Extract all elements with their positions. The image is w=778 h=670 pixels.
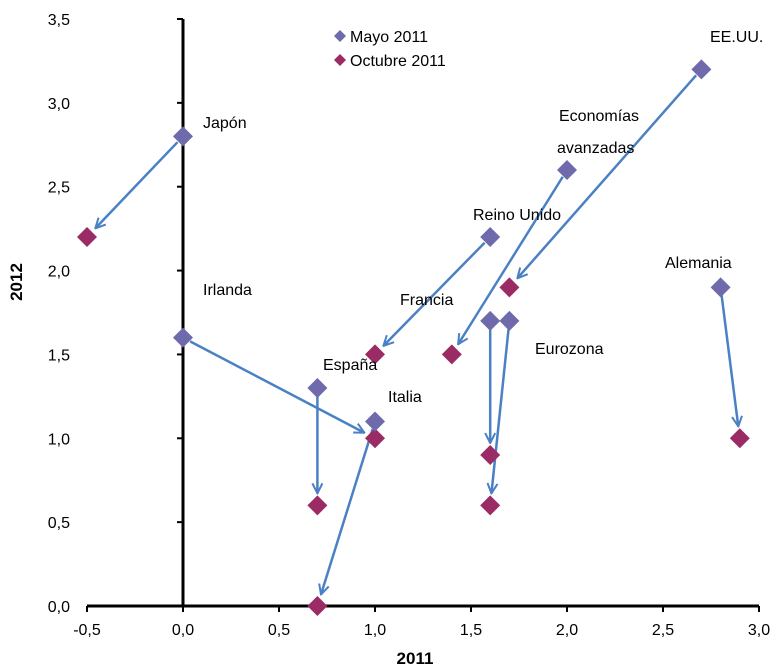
x-tick-label: 1,5 [460,622,482,639]
change-arrow [95,141,179,228]
data-point-october-2011 [307,495,328,516]
data-point-may-2011 [480,310,501,331]
data-point-may-2011 [557,159,577,180]
change-arrow [720,295,739,426]
data-point-may-2011 [307,377,328,398]
axes: -0,5 0,0 0,5 1,0 1,5 2,0 2,5 3,00,00,51,01,52,0… [48,12,770,639]
point-label: Reino Unido [473,207,561,224]
data-point-may-2011 [691,59,712,80]
y-tick-label: 2,5 [48,180,70,197]
point-label: Economías [559,108,639,125]
change-arrow [383,241,486,346]
point-label: España [323,357,377,374]
data-point-october-2011 [480,445,501,466]
point-label: Italia [388,389,422,406]
x-axis-title: 2011 [397,649,434,668]
point-label: Japón [203,115,247,132]
point-labels: Japón Irlanda España Italia Francia Eurozona R… [203,29,763,406]
legend-label: Mayo 2011 [350,29,428,46]
y-tick-label: 0,0 [48,599,70,616]
x-tick-label: 0,5 [268,622,290,639]
change-arrow [321,428,374,594]
x-tick-label: 1,0 [364,622,386,639]
data-point-october-2011 [441,344,462,365]
x-tick-label: 0,0 [172,622,194,639]
y-tick-label: 1,0 [48,431,70,448]
x-tick-label: 2,5 [652,622,674,639]
x-tick-label: -0,5 [73,622,101,639]
y-tick-label: 3,5 [48,12,70,29]
change-arrow [491,328,510,494]
point-label: Alemania [665,255,732,272]
x-tick-label: 3,0 [748,622,770,639]
point-label: avanzadas [557,140,634,157]
data-point-october-2011 [365,344,385,365]
data-point-october-2011 [499,277,520,298]
data-point-october-2011 [77,227,97,248]
data-point-may-2011 [480,227,501,248]
data-point-october-2011 [729,428,750,449]
change-arrow [458,176,564,345]
data-point-may-2011 [173,126,193,147]
data-point-october-2011 [480,495,501,516]
point-label: EE.UU. [710,29,763,46]
change-arrow [517,74,698,278]
point-label: Francia [400,292,453,309]
data-point-may-2011 [173,327,193,348]
y-tick-label: 0,5 [48,515,70,532]
y-tick-label: 3,0 [48,96,70,113]
y-tick-label: 1,5 [48,347,70,364]
y-axis-title: 2012 [7,263,26,301]
data-point-october-2011 [365,428,385,449]
legend-label: Octubre 2011 [350,53,446,70]
legend-marker-october-2011 [334,54,346,66]
legend-marker-may-2011 [334,30,346,42]
data-point-may-2011 [365,411,385,432]
change-arrow [189,340,364,434]
data-points [77,59,750,616]
y-tick-label: 2,0 [48,264,70,281]
data-point-may-2011 [499,310,520,331]
point-label: Irlanda [203,282,252,299]
arrows [95,74,739,594]
data-point-may-2011 [710,277,731,298]
x-tick-label: 2,0 [556,622,578,639]
point-label: Eurozona [535,341,604,358]
data-point-october-2011 [307,596,328,616]
legend: Mayo 2011 Octubre 2011 [334,29,446,70]
